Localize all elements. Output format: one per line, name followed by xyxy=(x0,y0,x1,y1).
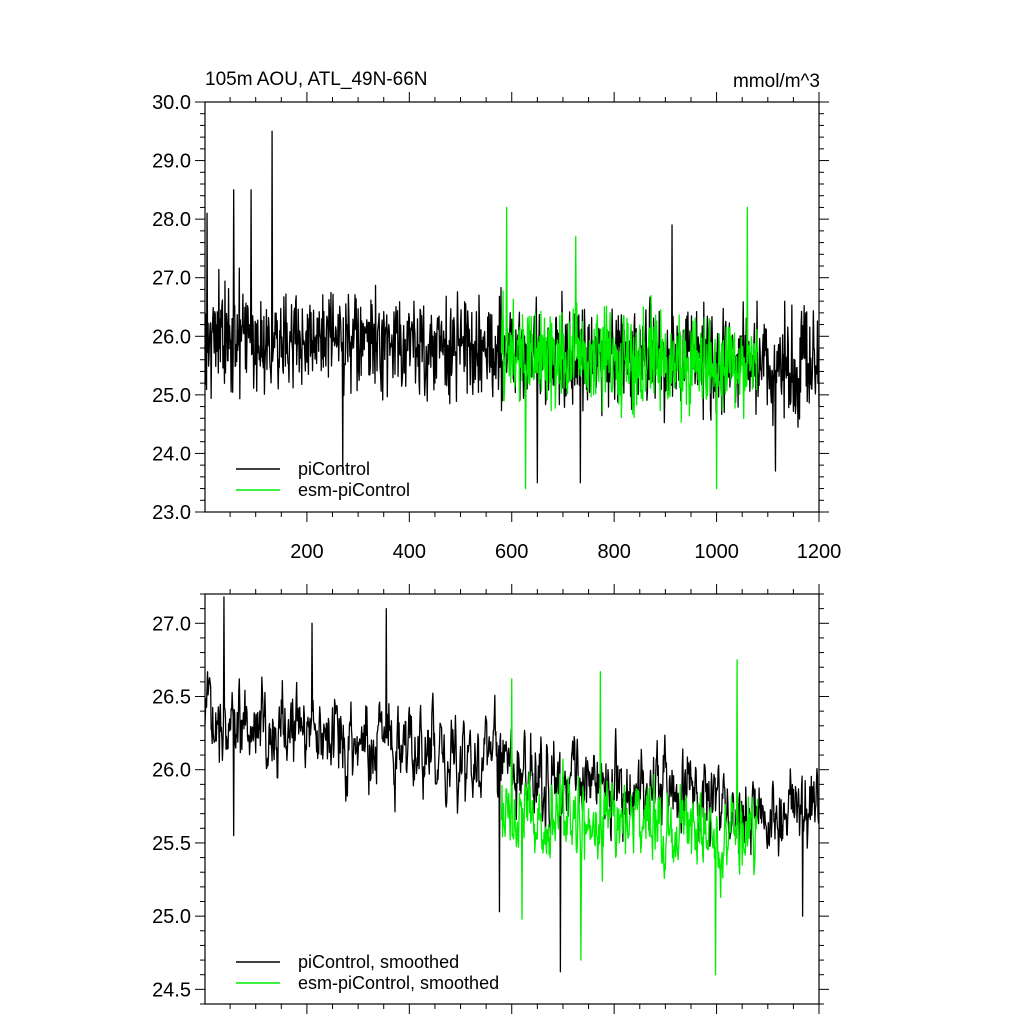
y-tick-label: 26.0 xyxy=(152,326,191,348)
y-tick-label: 27.0 xyxy=(152,268,191,290)
x-tick-label: 1200 xyxy=(797,541,842,563)
y-tick-label: 25.0 xyxy=(152,906,191,928)
y-tick-label: 25.0 xyxy=(152,385,191,407)
series-line-picontrol xyxy=(204,130,820,484)
y-tick-label: 24.0 xyxy=(152,443,191,465)
series-line-esm-picontrol xyxy=(500,206,759,490)
x-tick-label: 1000 xyxy=(694,541,739,563)
legend-label-picontrol-smoothed: piControl, smoothed xyxy=(298,952,459,972)
bottom-panel-axes: 24.5 25.0 25.5 26.0 26.5 27.0 xyxy=(152,584,829,1014)
y-tick-label: 24.5 xyxy=(152,979,191,1001)
x-tick-label: 800 xyxy=(597,541,630,563)
x-tick-label: 200 xyxy=(290,541,323,563)
bottom-panel-legend: piControl, smoothed esm-piControl, smoot… xyxy=(236,952,499,993)
y-tick-label: 23.0 xyxy=(152,502,191,524)
top-panel-title: 105m AOU, ATL_49N-66N xyxy=(205,69,427,90)
top-panel-legend: piControl esm-piControl xyxy=(236,459,410,500)
top-panel-series xyxy=(204,130,820,490)
bottom-panel-series xyxy=(204,596,820,976)
series-line-esm-picontrol-smoothed xyxy=(500,659,759,976)
y-tick-label: 29.0 xyxy=(152,151,191,173)
bottom-panel-frame xyxy=(204,593,820,1005)
top-panel: 105m AOU, ATL_49N-66N mmol/m^3 23.024.02… xyxy=(152,69,841,563)
top-panel-units: mmol/m^3 xyxy=(733,71,820,92)
y-tick-label: 30.0 xyxy=(152,92,191,114)
legend-label-esm-picontrol-smoothed: esm-piControl, smoothed xyxy=(298,973,499,993)
legend-label-picontrol: piControl xyxy=(298,459,370,479)
x-tick-label: 400 xyxy=(393,541,426,563)
y-tick-label: 26.0 xyxy=(152,760,191,782)
x-tick-label: 600 xyxy=(495,541,528,563)
top-panel-axes: 23.0 24.0 25.0 26.0 27.0 28.0 29.0 30.0 200 400 60… xyxy=(152,92,841,563)
y-tick-label: 28.0 xyxy=(152,209,191,231)
y-tick-label: 25.5 xyxy=(152,833,191,855)
top-panel-frame xyxy=(204,101,820,513)
legend-label-esm-picontrol: esm-piControl xyxy=(298,480,410,500)
y-tick-label: 26.5 xyxy=(152,687,191,709)
y-tick-label: 27.0 xyxy=(152,613,191,635)
bottom-panel: 24.5 25.0 25.5 26.0 26.5 27.0 piControl, smoo… xyxy=(152,584,829,1014)
